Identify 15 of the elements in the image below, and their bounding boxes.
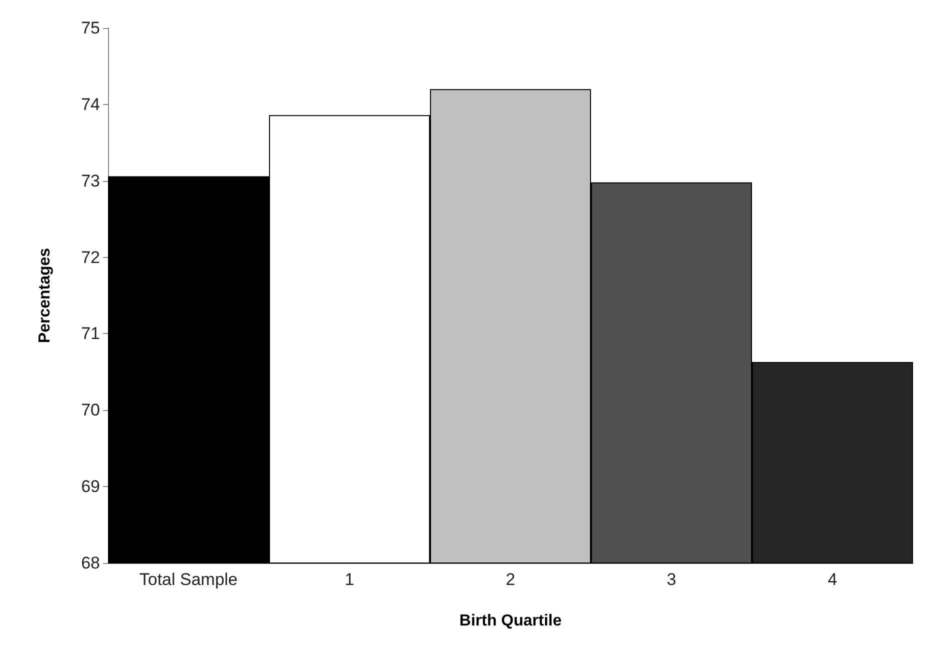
x-axis-title: Birth Quartile bbox=[459, 612, 562, 630]
x-tick-label: 3 bbox=[666, 570, 676, 589]
y-tick-label: 70 bbox=[81, 400, 100, 420]
x-tick-label: Total Sample bbox=[139, 570, 238, 589]
y-tick-label: 73 bbox=[81, 171, 100, 190]
y-tick-label: 68 bbox=[81, 554, 100, 572]
y-tick-label: 72 bbox=[81, 248, 100, 267]
x-tick-label: 4 bbox=[828, 570, 838, 589]
y-tick-label: 71 bbox=[81, 324, 100, 344]
y-tick-label: 75 bbox=[81, 18, 100, 38]
x-tick-label: 2 bbox=[506, 570, 516, 589]
y-tick-label: 74 bbox=[81, 94, 100, 114]
y-axis-title: Percentages bbox=[36, 248, 54, 344]
y-tick-label: 69 bbox=[81, 477, 100, 496]
x-tick-label: 1 bbox=[344, 570, 354, 589]
